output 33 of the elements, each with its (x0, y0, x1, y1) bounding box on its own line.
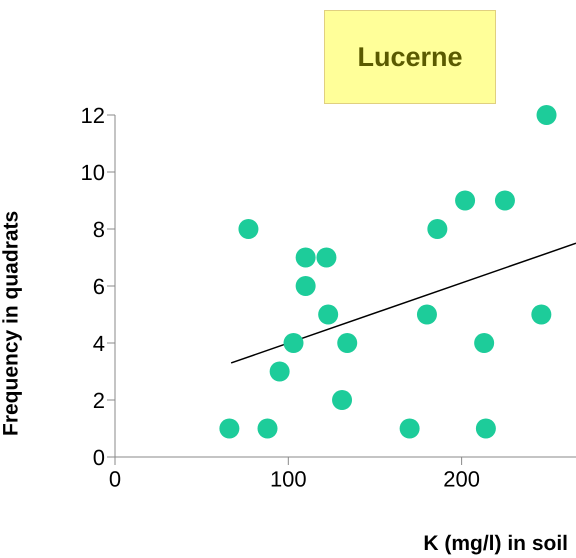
y-tick-label: 4 (92, 330, 105, 356)
x-tick-label: 200 (443, 466, 480, 492)
x-tick-label: 0 (108, 466, 122, 492)
point (318, 304, 338, 324)
point (474, 333, 494, 353)
y-tick-label: 10 (80, 160, 105, 185)
x-tick-label: 100 (270, 466, 307, 492)
point (536, 105, 557, 125)
chart-title: Lucerne (324, 10, 496, 104)
x-axis-title: K (mg/l) in soil (423, 532, 568, 555)
point (400, 418, 420, 438)
point (416, 304, 437, 324)
point (296, 248, 316, 268)
point (427, 219, 448, 239)
y-tick-label: 0 (92, 444, 105, 470)
point (531, 304, 552, 324)
y-tick-label: 2 (92, 388, 105, 413)
point (258, 418, 278, 438)
point (455, 190, 476, 210)
point (238, 219, 258, 239)
point (476, 418, 496, 438)
y-axis-title: Frequency in quadrats (0, 210, 22, 436)
point (337, 333, 358, 353)
point (316, 248, 336, 268)
y-tick-label: 12 (80, 102, 105, 128)
point (494, 190, 515, 210)
point (219, 418, 240, 438)
point (270, 362, 290, 382)
point (284, 333, 304, 353)
point (296, 276, 316, 296)
y-tick-label: 8 (92, 216, 105, 242)
y-tick-label: 6 (92, 274, 105, 299)
point (332, 390, 352, 410)
